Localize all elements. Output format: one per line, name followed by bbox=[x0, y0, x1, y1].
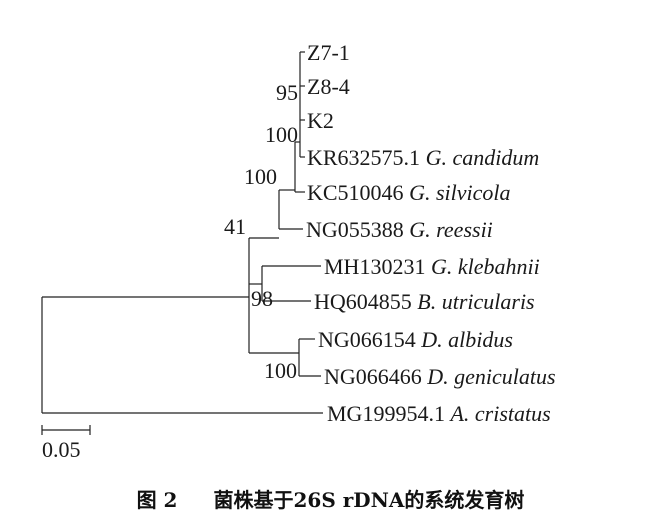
tree-branches bbox=[41, 51, 323, 414]
taxon-ng066466: NG066466 D. geniculatus bbox=[324, 364, 556, 389]
taxon-ng055388: NG055388 G. reessii bbox=[306, 217, 493, 242]
bootstrap-95: 95 bbox=[276, 80, 298, 105]
bootstrap-41: 41 bbox=[224, 214, 246, 239]
scale-bar: 0.05 bbox=[41, 425, 91, 462]
taxon-mh130231: MH130231 G. klebahnii bbox=[324, 254, 540, 279]
taxon-labels: Z7-1 Z8-4 K2 KR632575.1 G. candidum KC51… bbox=[306, 40, 556, 426]
taxon-ng066154: NG066154 D. albidus bbox=[318, 327, 513, 352]
figure-caption: 图 2 菌株基于26S rDNA的系统发育树 bbox=[0, 484, 661, 513]
taxon-kc510046: KC510046 G. silvicola bbox=[307, 180, 511, 205]
bootstrap-100-a: 100 bbox=[265, 122, 298, 147]
bootstrap-100-c: 100 bbox=[264, 358, 297, 383]
scale-bar-label: 0.05 bbox=[42, 437, 81, 462]
bootstrap-100-b: 100 bbox=[244, 164, 277, 189]
taxon-z71: Z7-1 bbox=[307, 40, 350, 65]
figure-title: 菌株基于26S rDNA的系统发育树 bbox=[213, 488, 525, 512]
taxon-mg199954: MG199954.1 A. cristatus bbox=[327, 401, 551, 426]
bootstrap-98: 98 bbox=[251, 286, 273, 311]
bootstrap-values: 95 100 100 41 98 100 bbox=[224, 80, 298, 383]
phylogenetic-tree: Z7-1 Z8-4 K2 KR632575.1 G. candidum KC51… bbox=[41, 40, 556, 462]
figure-number: 图 2 bbox=[136, 488, 178, 512]
scale-bar-line bbox=[41, 425, 91, 435]
taxon-z84: Z8-4 bbox=[307, 74, 350, 99]
taxon-hq604855: HQ604855 B. utricularis bbox=[314, 289, 535, 314]
taxon-kr632575: KR632575.1 G. candidum bbox=[307, 145, 539, 170]
taxon-k2: K2 bbox=[307, 108, 334, 133]
